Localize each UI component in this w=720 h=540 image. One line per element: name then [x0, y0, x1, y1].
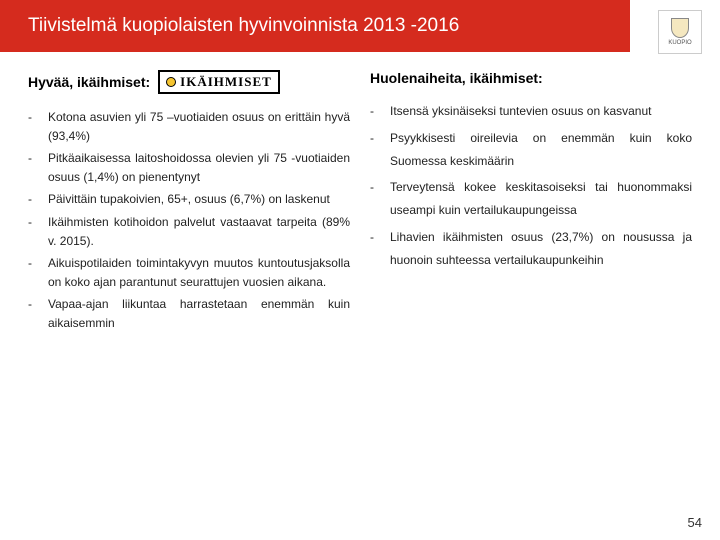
- header-bar: Tiivistelmä kuopiolaisten hyvinvoinnista…: [0, 0, 630, 52]
- content-area: Hyvää, ikäihmiset: IKÄIHMISET -Kotona as…: [0, 52, 720, 337]
- heading-concerns: Huolenaiheita, ikäihmiset:: [370, 70, 692, 86]
- list-item: -Kotona asuvien yli 75 –vuotiaiden osuus…: [28, 108, 350, 145]
- list-item: -Ikäihmisten kotihoidon palvelut vastaav…: [28, 213, 350, 250]
- list-item: -Pitkäaikaisessa laitoshoidossa olevien …: [28, 149, 350, 186]
- badge-ikaihmiset: IKÄIHMISET: [158, 70, 280, 94]
- heading-concerns-text: Huolenaiheita, ikäihmiset:: [370, 70, 543, 86]
- list-item: -Lihavien ikäihmisten osuus (23,7%) on n…: [370, 226, 692, 272]
- list-concerns: -Itsensä yksinäiseksi tuntevien osuus on…: [370, 100, 692, 272]
- list-item-text: Terveytensä kokee keskitasoiseksi tai hu…: [390, 176, 692, 222]
- list-item: -Psyykkisesti oireilevia on enemmän kuin…: [370, 127, 692, 173]
- crest-icon: [671, 18, 689, 38]
- list-item-text: Aikuispotilaiden toimintakyvyn muutos ku…: [48, 254, 350, 291]
- badge-dot-icon: [166, 77, 176, 87]
- list-item: -Terveytensä kokee keskitasoiseksi tai h…: [370, 176, 692, 222]
- column-concerns: Huolenaiheita, ikäihmiset: -Itsensä yksi…: [370, 70, 692, 337]
- list-item-text: Vapaa-ajan liikuntaa harrastetaan enemmä…: [48, 295, 350, 332]
- column-positive: Hyvää, ikäihmiset: IKÄIHMISET -Kotona as…: [28, 70, 350, 337]
- list-item-text: Itsensä yksinäiseksi tuntevien osuus on …: [390, 100, 692, 123]
- logo-kuopio: KUOPIO: [658, 10, 702, 54]
- list-item-text: Kotona asuvien yli 75 –vuotiaiden osuus …: [48, 108, 350, 145]
- list-positive: -Kotona asuvien yli 75 –vuotiaiden osuus…: [28, 108, 350, 333]
- list-item: -Itsensä yksinäiseksi tuntevien osuus on…: [370, 100, 692, 123]
- list-item: -Aikuispotilaiden toimintakyvyn muutos k…: [28, 254, 350, 291]
- list-item-text: Päivittäin tupakoivien, 65+, osuus (6,7%…: [48, 190, 350, 209]
- page-title: Tiivistelmä kuopiolaisten hyvinvoinnista…: [28, 15, 459, 37]
- badge-text: IKÄIHMISET: [180, 74, 272, 90]
- list-item-text: Ikäihmisten kotihoidon palvelut vastaava…: [48, 213, 350, 250]
- page-number: 54: [688, 515, 702, 530]
- list-item-text: Lihavien ikäihmisten osuus (23,7%) on no…: [390, 226, 692, 272]
- list-item: -Päivittäin tupakoivien, 65+, osuus (6,7…: [28, 190, 350, 209]
- heading-positive: Hyvää, ikäihmiset: IKÄIHMISET: [28, 70, 350, 94]
- list-item-text: Psyykkisesti oireilevia on enemmän kuin …: [390, 127, 692, 173]
- heading-positive-text: Hyvää, ikäihmiset:: [28, 74, 150, 90]
- list-item-text: Pitkäaikaisessa laitoshoidossa olevien y…: [48, 149, 350, 186]
- list-item: -Vapaa-ajan liikuntaa harrastetaan enemm…: [28, 295, 350, 332]
- logo-label: KUOPIO: [668, 40, 691, 46]
